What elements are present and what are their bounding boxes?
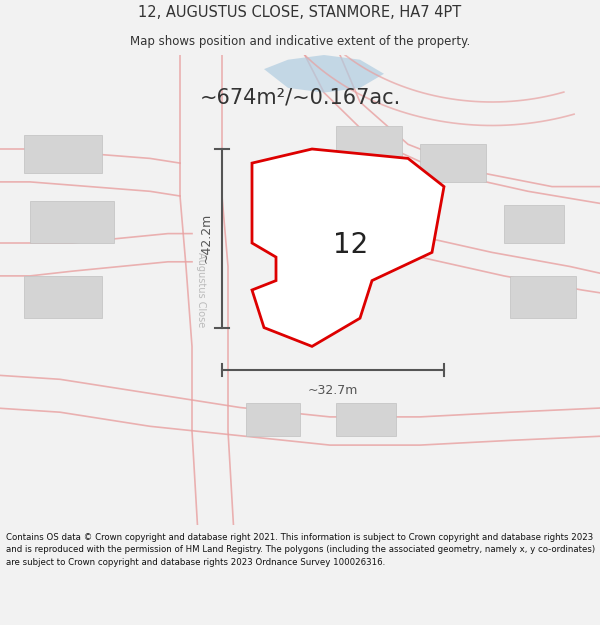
Bar (24, 276, 102, 318)
Bar (282, 215, 360, 271)
Bar (504, 206, 564, 243)
Bar (420, 144, 486, 182)
Text: ~42.2m: ~42.2m (200, 213, 213, 263)
Bar (510, 276, 576, 318)
Text: Contains OS data © Crown copyright and database right 2021. This information is : Contains OS data © Crown copyright and d… (6, 533, 595, 567)
Text: 12: 12 (334, 231, 368, 259)
Polygon shape (252, 149, 444, 346)
Text: Augustus Close: Augustus Close (196, 253, 206, 328)
Text: Map shows position and indicative extent of the property.: Map shows position and indicative extent… (130, 35, 470, 48)
Text: 12, AUGUSTUS CLOSE, STANMORE, HA7 4PT: 12, AUGUSTUS CLOSE, STANMORE, HA7 4PT (139, 4, 461, 19)
Bar (336, 402, 396, 436)
Bar (30, 201, 114, 243)
Bar (336, 126, 402, 168)
Bar (24, 135, 102, 172)
Text: ~674m²/~0.167ac.: ~674m²/~0.167ac. (199, 88, 401, 108)
Bar (246, 402, 300, 436)
Polygon shape (264, 55, 384, 92)
Text: ~32.7m: ~32.7m (308, 384, 358, 397)
